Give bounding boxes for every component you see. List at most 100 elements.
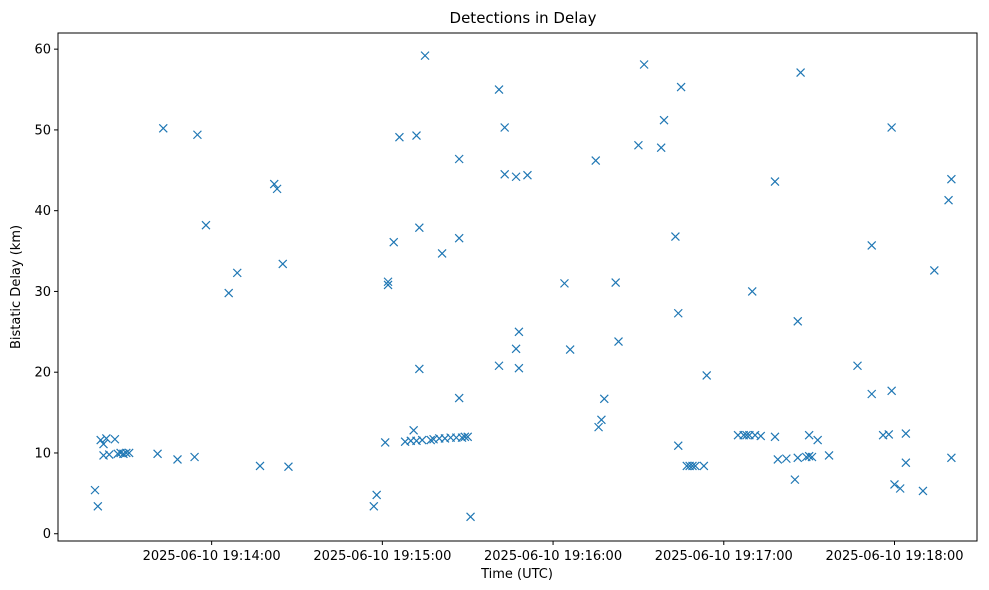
- y-axis: 0 10 20 30 40 50 60: [34, 43, 58, 542]
- data-point: [884, 429, 894, 439]
- data-point: [192, 130, 202, 140]
- data-point: [269, 179, 279, 189]
- data-point: [890, 480, 899, 489]
- data-point: [380, 438, 390, 447]
- data-point: [599, 394, 609, 404]
- y-tick-label: 40: [34, 204, 51, 219]
- data-point: [426, 435, 436, 445]
- data-point: [272, 184, 282, 194]
- data-point: [946, 453, 956, 463]
- data-points: [90, 51, 956, 522]
- data-point: [560, 278, 569, 288]
- data-point: [90, 485, 100, 495]
- data-point: [511, 172, 521, 182]
- data-point: [500, 169, 510, 179]
- data-point: [284, 462, 293, 472]
- data-point: [494, 361, 504, 371]
- data-point: [420, 51, 430, 61]
- data-point: [793, 453, 803, 463]
- data-point: [611, 278, 621, 287]
- data-point: [158, 123, 168, 133]
- data-point: [565, 345, 575, 355]
- data-point: [121, 448, 131, 458]
- data-point: [756, 431, 766, 441]
- data-point: [454, 233, 464, 243]
- data-point: [781, 454, 791, 464]
- data-point: [887, 386, 897, 396]
- data-point: [591, 156, 601, 166]
- data-point: [699, 461, 709, 471]
- data-point: [597, 415, 606, 425]
- y-tick-label: 30: [34, 285, 51, 300]
- data-point: [514, 327, 524, 337]
- data-point: [659, 115, 669, 125]
- data-point: [93, 501, 103, 511]
- data-point: [946, 174, 956, 184]
- data-point: [790, 475, 800, 485]
- data-point: [523, 170, 532, 180]
- data-point: [944, 195, 953, 205]
- data-point: [437, 249, 447, 258]
- data-point: [201, 220, 211, 230]
- data-point: [770, 177, 780, 187]
- data-point: [414, 223, 424, 233]
- data-point: [460, 432, 470, 442]
- x-tick-label: 2025-06-10 19:14:00: [143, 549, 281, 564]
- data-point: [173, 455, 182, 464]
- data-point: [383, 277, 393, 287]
- data-point: [372, 490, 382, 500]
- y-tick-label: 50: [34, 123, 51, 138]
- data-point: [153, 449, 163, 459]
- data-point: [594, 422, 604, 432]
- data-point: [104, 450, 114, 460]
- data-point: [673, 441, 683, 451]
- data-point: [466, 512, 475, 522]
- data-point: [770, 432, 780, 442]
- data-point: [409, 425, 419, 435]
- data-point: [742, 430, 751, 440]
- data-point: [807, 452, 817, 462]
- data-point: [454, 393, 464, 403]
- data-point: [895, 484, 905, 493]
- x-tick-label: 2025-06-10 19:18:00: [825, 549, 963, 564]
- x-tick-label: 2025-06-10 19:16:00: [484, 549, 622, 564]
- data-point: [101, 434, 111, 443]
- data-point: [232, 268, 242, 278]
- data-point: [417, 435, 427, 445]
- data-point: [773, 455, 783, 464]
- data-point: [793, 316, 803, 326]
- y-tick-label: 60: [34, 43, 51, 58]
- data-point: [190, 452, 199, 462]
- data-point: [414, 364, 424, 374]
- data-point: [511, 344, 521, 354]
- data-point: [656, 143, 666, 153]
- data-point: [255, 461, 265, 471]
- data-point: [690, 461, 700, 471]
- data-point: [867, 389, 877, 399]
- data-point: [412, 131, 421, 140]
- x-axis-title: Time (UTC): [480, 567, 553, 582]
- data-point: [614, 337, 623, 346]
- data-point: [747, 287, 757, 296]
- x-tick-label: 2025-06-10 19:17:00: [655, 549, 793, 564]
- data-point: [824, 450, 834, 460]
- data-point: [867, 240, 877, 250]
- y-tick-label: 0: [43, 527, 51, 542]
- data-point: [394, 132, 404, 142]
- data-point: [901, 458, 911, 468]
- data-point: [96, 435, 106, 445]
- data-point: [500, 123, 510, 132]
- data-point: [670, 232, 680, 241]
- y-tick-label: 20: [34, 366, 51, 381]
- data-point: [887, 123, 897, 132]
- data-point: [633, 140, 643, 150]
- data-point: [383, 280, 393, 290]
- y-axis-title: Bistatic Delay (km): [9, 225, 24, 349]
- data-point: [673, 308, 683, 318]
- data-point: [124, 448, 134, 458]
- data-point: [813, 435, 823, 445]
- data-point: [463, 432, 473, 442]
- data-point: [918, 486, 928, 496]
- data-point: [639, 60, 649, 69]
